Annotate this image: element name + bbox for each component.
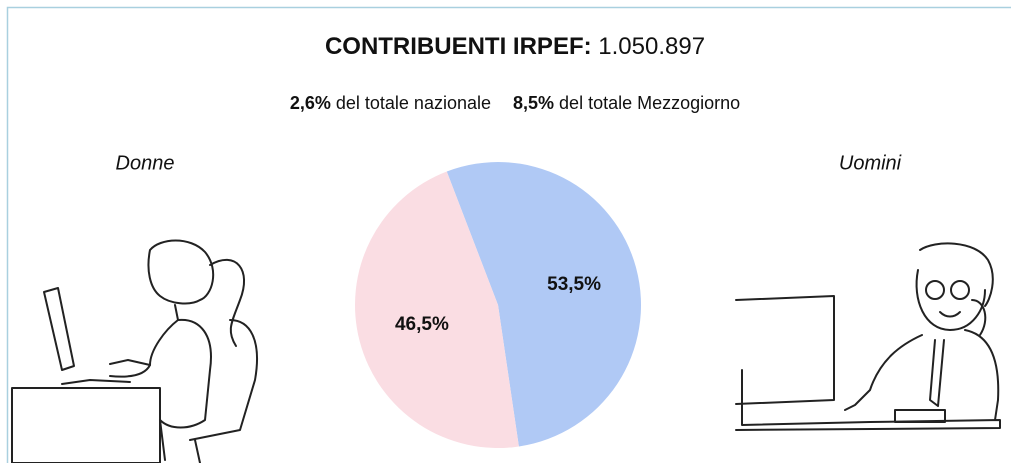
subtitle-text: del totale Mezzogiorno — [559, 93, 740, 113]
value-label: 46,5% — [395, 314, 449, 335]
category-label: Donne — [116, 152, 175, 174]
subtitle-value: 2,6% — [290, 93, 331, 113]
title-value: 1.050.897 — [598, 33, 705, 60]
title-label: CONTRIBUENTI IRPEF: — [325, 33, 592, 60]
value-label: 53,5% — [547, 274, 601, 295]
title: CONTRIBUENTI IRPEF: 1.050.897 — [325, 33, 705, 60]
category-label: Uomini — [839, 152, 902, 174]
pie: 53,5% 46,5% — [355, 162, 641, 448]
man-illustration — [736, 243, 1000, 430]
infographic: CONTRIBUENTI IRPEF: 1.050.897 2,6% del t… — [0, 0, 1011, 463]
subtitle: 2,6% del totale nazionale 8,5% del totale… — [290, 93, 740, 113]
subtitle-text: del totale nazionale — [336, 93, 491, 113]
woman-illustration — [12, 241, 257, 463]
page: CONTRIBUENTI IRPEF: 1.050.897 2,6% del t… — [0, 0, 1011, 463]
subtitle-value: 8,5% — [513, 93, 554, 113]
